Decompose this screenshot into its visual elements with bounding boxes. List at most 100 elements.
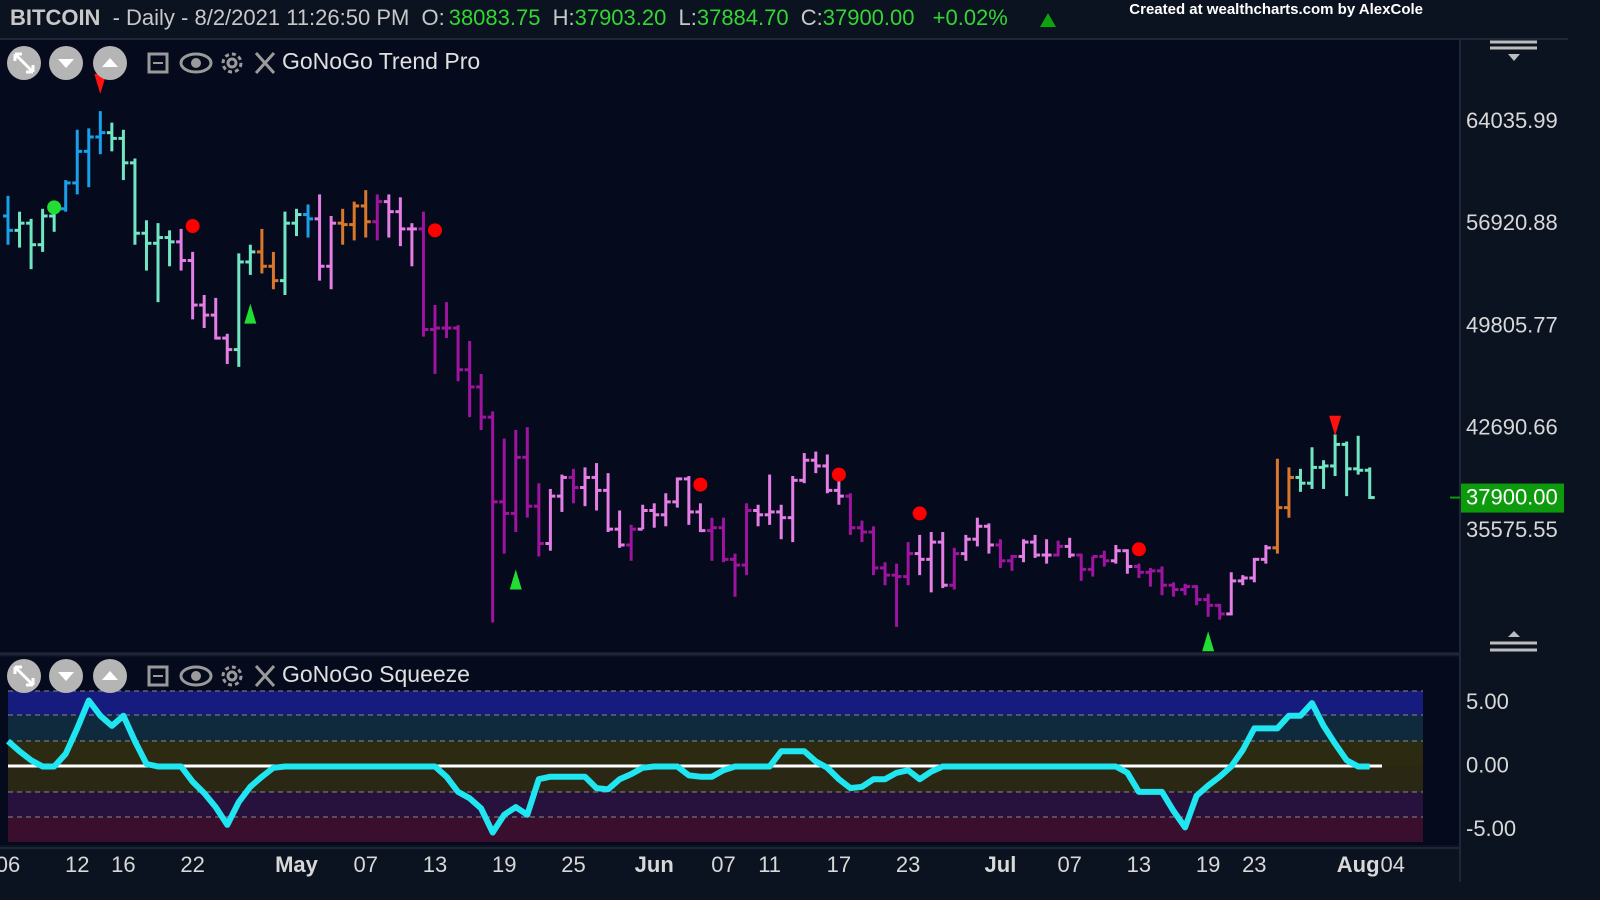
ohlc-bar [1260, 544, 1271, 564]
ohlc-bar [1018, 539, 1029, 563]
ohlc-bar [972, 517, 983, 547]
settings-button[interactable] [221, 52, 243, 74]
x-tick-label: 07 [711, 852, 735, 877]
quote-label: C: [801, 5, 823, 30]
ohlc-bar [856, 520, 867, 543]
settings-button[interactable] [221, 665, 243, 687]
quote-label: L: [678, 5, 696, 30]
ohlc-bar [949, 547, 960, 590]
signal-up [509, 569, 522, 590]
last-price-box [1461, 483, 1564, 513]
move-down-button[interactable] [49, 46, 83, 80]
credit: Created at wealthcharts.com by AlexCole [1129, 1, 1423, 18]
ohlc-bar [222, 333, 233, 364]
ohlc-bar [937, 532, 948, 589]
x-tick-label: May [275, 852, 319, 877]
quote-value: 38083.75 [449, 5, 541, 30]
ohlc-bar [1053, 540, 1064, 557]
ohlc-bar [660, 493, 671, 527]
y-tick-label: 49805.77 [1466, 312, 1558, 337]
x-tick-label: 07 [1057, 852, 1081, 877]
ohlc-bar [476, 374, 487, 431]
ohlc-bar [406, 223, 417, 267]
expand-button[interactable] [7, 46, 41, 80]
close-button[interactable] [254, 664, 276, 688]
ohlc-bar [1099, 550, 1110, 567]
collapse-button[interactable] [147, 52, 169, 74]
zone [8, 715, 1423, 741]
squeeze-line [6, 697, 1370, 836]
x-tick-label: 23 [1242, 852, 1266, 877]
ohlc-bar [37, 208, 48, 252]
ohlc-bar [372, 194, 383, 241]
signal-down [94, 73, 107, 94]
y-tick-label: 64035.99 [1466, 108, 1558, 133]
ohlc-bar [1145, 567, 1156, 587]
ohlc-bar [983, 523, 994, 554]
y-tick-label: 56920.88 [1466, 210, 1558, 235]
signal-dot [1131, 542, 1146, 557]
x-tick-label: 11 [758, 852, 781, 877]
move-up-button[interactable] [93, 659, 127, 693]
signal-dot [831, 467, 846, 482]
x-tick-label: 07 [353, 852, 377, 877]
ohlc-bar [233, 253, 244, 367]
ohlc-bar [718, 517, 729, 563]
move-down-button[interactable] [49, 659, 83, 693]
menu-icon[interactable] [1490, 40, 1537, 61]
move-up-button[interactable] [93, 46, 127, 80]
signal-dot [693, 477, 708, 492]
ohlc-bar [1191, 585, 1202, 606]
ohlc-bar [845, 493, 856, 535]
visibility-button[interactable] [179, 665, 213, 687]
ohlc-bar [822, 454, 833, 494]
ohlc-bar [210, 297, 221, 340]
zone [8, 691, 1423, 715]
y-tick-label: -5.00 [1466, 816, 1516, 841]
ohlc-bar [3, 195, 13, 245]
x-tick-label: 13 [423, 852, 447, 877]
ohlc-bar [730, 553, 741, 597]
ohlc-bar [776, 504, 787, 540]
ohlc-bar [556, 474, 567, 512]
ohlc-bar [464, 340, 475, 418]
ohlc-bar [1353, 435, 1364, 475]
expand-button[interactable] [7, 659, 41, 693]
ohlc-bar [360, 190, 371, 238]
x-tick-label: Jul [985, 852, 1017, 877]
x-tick-label: 06 [0, 852, 20, 877]
ohlc-bar [1341, 441, 1352, 497]
ohlc-bar [187, 251, 198, 320]
symbol: BITCOIN [10, 5, 100, 30]
info: - Daily - 8/2/2021 11:26:50 PM [113, 5, 410, 30]
x-tick-label: 19 [1196, 852, 1220, 877]
collapse-button[interactable] [147, 665, 169, 687]
ohlc-bar [441, 302, 452, 339]
change: +0.02% [933, 5, 1008, 30]
ohlc-bar [106, 122, 117, 152]
ohlc-bar [591, 463, 602, 511]
ohlc-bar [568, 468, 579, 504]
ohlc-bar [1180, 583, 1191, 596]
ohlc-bar [1110, 544, 1121, 564]
price-panel [0, 40, 1460, 652]
x-tick-label: 16 [111, 852, 135, 877]
ohlc-bar [129, 158, 140, 245]
quote-value: 37903.20 [575, 5, 667, 30]
quote-value: 37900.00 [823, 5, 915, 30]
visibility-button[interactable] [179, 52, 213, 74]
signal-down [1329, 415, 1342, 436]
ohlc-bar [118, 129, 129, 181]
x-tick-label: Aug [1337, 852, 1380, 877]
ohlc-bar [199, 295, 210, 329]
x-tick-label: 17 [827, 852, 851, 877]
close-button[interactable] [254, 51, 276, 75]
panel-title: GoNoGo Trend Pro [282, 48, 480, 74]
menu-icon[interactable] [1490, 631, 1537, 652]
ohlc-bar [303, 204, 314, 238]
ohlc-bar [649, 503, 660, 528]
ohlc-bar [1030, 534, 1041, 558]
y-tick-label: 42690.66 [1466, 415, 1558, 440]
quote-label: O: [421, 5, 444, 30]
